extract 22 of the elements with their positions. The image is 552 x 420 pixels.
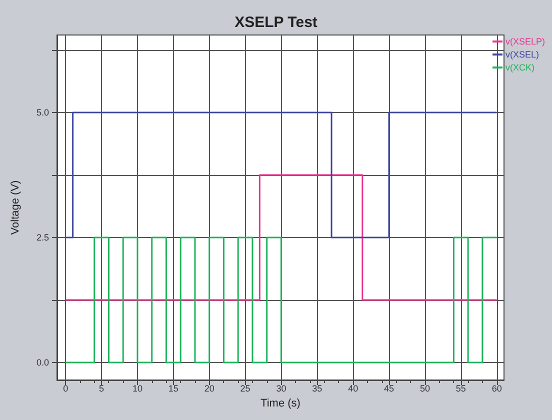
x-tick-label: 0 [63, 384, 68, 394]
x-tick-label: 30 [276, 384, 286, 394]
y-axis-title: Voltage (V) [10, 180, 22, 235]
x-tick-label: 15 [168, 384, 178, 394]
x-tick-label: 50 [420, 384, 430, 394]
x-axis-title: Time (s) [260, 398, 300, 410]
x-tick-label: 25 [240, 384, 250, 394]
y-tick-label: 0.0 [36, 358, 49, 368]
legend-label: v(XCK) [505, 62, 534, 72]
y-tick-label: 2.5 [36, 232, 49, 242]
x-tick-label: 35 [312, 384, 322, 394]
x-tick-label: 55 [456, 384, 466, 394]
x-tick-label: 45 [384, 384, 394, 394]
chart-title: XSELP Test [234, 14, 318, 31]
legend-label: v(XSEL) [505, 50, 540, 60]
x-tick-label: 40 [348, 384, 358, 394]
x-tick-label: 20 [204, 384, 214, 394]
x-tick-label: 60 [492, 384, 502, 394]
x-tick-label: 10 [132, 384, 142, 394]
legend-label: v(XSELP) [505, 36, 546, 46]
x-tick-label: 5 [99, 384, 104, 394]
y-tick-label: 5.0 [36, 108, 49, 118]
